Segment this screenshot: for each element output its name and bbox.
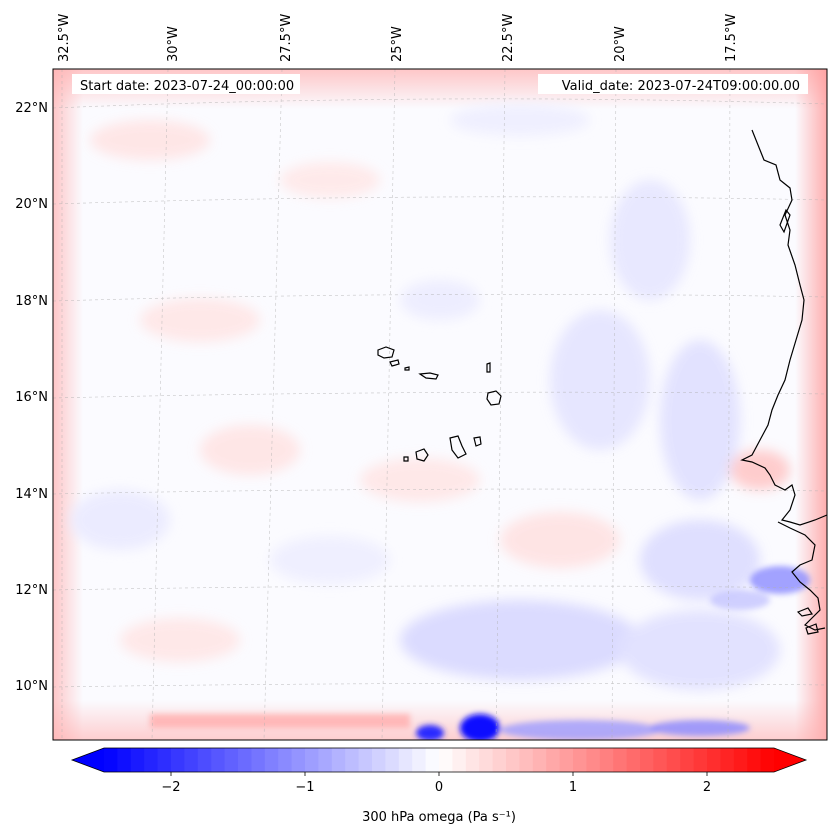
lon-tick-labels: 32.5°W 30°W 27.5°W 25°W 22.5°W 20°W 17.5… (57, 14, 739, 62)
colorbar-segment (144, 748, 159, 772)
colorbar-extend-high (774, 748, 806, 772)
colorbar-segment (546, 748, 561, 772)
graticule (53, 69, 827, 740)
lon-label: 30°W (166, 26, 181, 62)
colorbar-segment (640, 748, 654, 772)
colorbar-segment (613, 748, 628, 772)
colorbar-segment (532, 748, 547, 772)
colorbar-outline (70, 747, 808, 773)
colorbar-segment (224, 748, 239, 772)
colorbar-segment (465, 748, 480, 772)
valid-date-label: Valid_date: 2023-07-24T09:00:00.00 (562, 79, 800, 94)
omega-field (53, 69, 827, 740)
colorbar-segment (519, 748, 534, 772)
lon-label: 32.5°W (57, 14, 72, 62)
lat-tick-labels: 22°N 20°N 18°N 16°N 14°N 12°N 10°N (15, 101, 48, 694)
colorbar-segment (345, 748, 360, 772)
colorbar-segment (425, 748, 440, 772)
colorbar-tick-label: −1 (295, 780, 314, 795)
colorbar-segment (747, 748, 762, 772)
start-date-box (72, 74, 300, 94)
coastline (740, 129, 827, 635)
valid-date-box (538, 74, 808, 94)
lon-label: 25°W (390, 26, 405, 62)
colorbar-tick-label: 1 (569, 780, 577, 795)
colorbar-segment (104, 748, 118, 772)
colorbar-segments (104, 748, 775, 772)
colorbar-segment (573, 748, 587, 772)
colorbar-tick-label: 2 (703, 780, 711, 795)
lon-label: 20°W (613, 26, 628, 62)
colorbar-segment (197, 748, 212, 772)
colorbar-segment (251, 748, 266, 772)
colorbar-segment (278, 748, 293, 772)
colorbar-segment (130, 748, 145, 772)
colorbar-segment (720, 748, 735, 772)
colorbar-segment (693, 748, 708, 772)
lon-label: 27.5°W (279, 14, 294, 62)
colorbar-segment (492, 748, 507, 772)
colorbar: −2 −1 0 1 2 300 hPa omega (Pa s⁻¹) (70, 747, 808, 825)
colorbar-segment (398, 748, 413, 772)
colorbar-segment (599, 748, 614, 772)
lat-label: 14°N (15, 487, 48, 502)
lon-label: 22.5°W (501, 14, 516, 62)
colorbar-segment (586, 748, 601, 772)
colorbar-segment (171, 748, 185, 772)
colorbar-segment (439, 748, 453, 772)
map-frame (52, 68, 828, 741)
colorbar-segment (385, 748, 400, 772)
colorbar-segment (305, 748, 319, 772)
colorbar-segment (680, 748, 695, 772)
colorbar-segment (733, 748, 748, 772)
colorbar-segment (506, 748, 520, 772)
lon-label: 17.5°W (724, 14, 739, 62)
colorbar-ticks (170, 772, 708, 776)
colorbar-segment (117, 748, 132, 772)
colorbar-title: 300 hPa omega (Pa s⁻¹) (362, 810, 516, 825)
colorbar-segment (479, 748, 494, 772)
colorbar-segment (452, 748, 467, 772)
colorbar-segment (412, 748, 427, 772)
colorbar-segment (184, 748, 199, 772)
colorbar-tick-label: 0 (435, 780, 443, 795)
colorbar-extend-low (72, 748, 104, 772)
colorbar-segment (291, 748, 306, 772)
colorbar-segment (559, 748, 574, 772)
colorbar-segment (157, 748, 172, 772)
colorbar-segment (666, 748, 681, 772)
colorbar-segment (211, 748, 226, 772)
colorbar-segment (264, 748, 279, 772)
colorbar-segment (653, 748, 668, 772)
lat-label: 16°N (15, 390, 48, 405)
colorbar-segment (331, 748, 346, 772)
cape-verde-islands (377, 346, 502, 462)
lat-label: 18°N (15, 294, 48, 309)
colorbar-segment (318, 748, 333, 772)
colorbar-segment (707, 748, 721, 772)
lat-label: 10°N (15, 679, 48, 694)
colorbar-segment (626, 748, 641, 772)
start-date-label: Start date: 2023-07-24_00:00:00 (80, 79, 294, 94)
lat-label: 22°N (15, 101, 48, 116)
colorbar-segment (760, 748, 775, 772)
lat-label: 20°N (15, 197, 48, 212)
colorbar-tick-label: −2 (161, 780, 180, 795)
lat-label: 12°N (15, 583, 48, 598)
colorbar-segment (372, 748, 386, 772)
colorbar-segment (358, 748, 373, 772)
colorbar-segment (238, 748, 252, 772)
